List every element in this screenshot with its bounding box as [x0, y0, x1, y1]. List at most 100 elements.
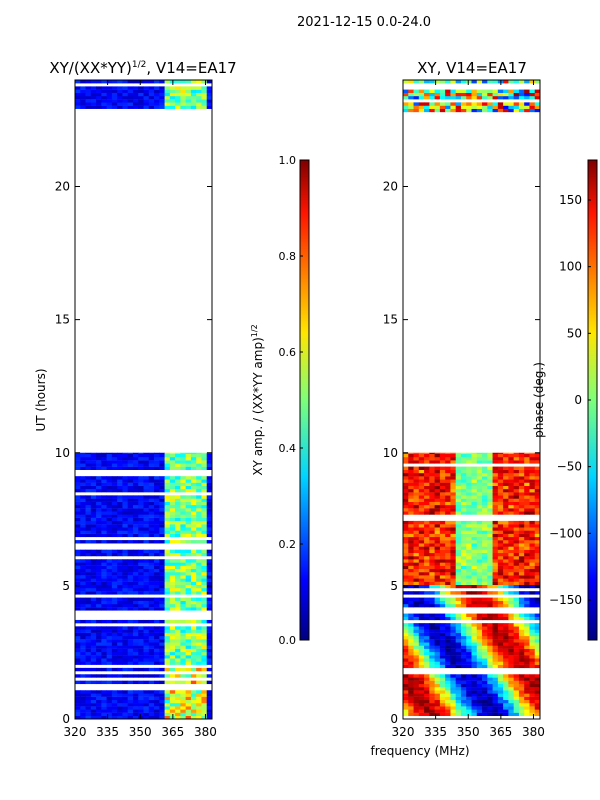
heatmap-cell	[476, 108, 483, 113]
heatmap-cell	[503, 661, 509, 665]
heatmap-cell	[154, 648, 160, 653]
heatmap-cell	[175, 549, 181, 554]
heatmap-cell	[508, 488, 515, 493]
heatmap-cell	[175, 658, 181, 662]
heatmap-cell	[159, 549, 165, 554]
heatmap-cell	[106, 648, 113, 653]
heatmap-cell	[503, 527, 509, 531]
heatmap-cell	[164, 549, 171, 554]
heatmap-cell	[403, 591, 409, 595]
heatmap-cell	[460, 488, 467, 493]
heatmap-cell	[429, 92, 436, 97]
heatmap-cell	[180, 658, 187, 662]
heatmap-cell	[503, 102, 509, 106]
heatmap-cell	[196, 591, 202, 595]
heatmap-cell	[487, 562, 493, 566]
heatmap-cell	[154, 559, 160, 563]
heatmap-cell	[169, 591, 176, 595]
heatmap-cell	[534, 575, 540, 579]
heatmap-cell	[159, 715, 165, 719]
heatmap-cell	[185, 607, 192, 611]
heatmap-cell	[190, 105, 197, 109]
heatmap-cell	[529, 591, 536, 595]
heatmap-cell	[503, 511, 509, 515]
heatmap-cell	[439, 712, 446, 717]
heatmap-cell	[106, 495, 113, 499]
heatmap-cell	[138, 619, 144, 624]
heatmap-cell	[403, 92, 409, 97]
heatmap-cell	[132, 645, 139, 649]
heatmap-cell	[175, 565, 181, 570]
heatmap-cell	[164, 520, 171, 525]
heatmap-cell	[196, 457, 202, 461]
heatmap-cell	[513, 591, 520, 595]
heatmap-cell	[190, 520, 197, 525]
heatmap-cell	[471, 527, 478, 531]
heatmap-cell	[418, 635, 425, 640]
heatmap-cell	[180, 452, 187, 455]
heatmap-cell	[408, 712, 414, 717]
heatmap-cell	[476, 645, 483, 649]
heatmap-cell	[424, 639, 430, 643]
heatmap-cell	[497, 632, 504, 637]
heatmap-cell	[90, 655, 97, 659]
heatmap-cell	[408, 495, 414, 499]
heatmap-cell	[424, 642, 430, 646]
heatmap-cell	[180, 485, 187, 490]
heatmap-cell	[96, 92, 102, 97]
heatmap-cell	[471, 575, 478, 579]
heatmap-cell	[513, 485, 520, 490]
heatmap-cell	[418, 92, 425, 97]
heatmap-cell	[413, 677, 420, 681]
heatmap-cell	[497, 699, 504, 704]
heatmap-cell	[190, 89, 197, 93]
heatmap-cell	[455, 635, 462, 640]
heatmap-cell	[169, 517, 176, 522]
heatmap-cell	[513, 105, 520, 109]
heatmap-cell	[418, 709, 425, 713]
heatmap-cell	[75, 696, 81, 701]
heatmap-cell	[534, 482, 540, 486]
heatmap-cell	[429, 613, 436, 617]
heatmap-cell	[143, 552, 150, 557]
heatmap-cell	[169, 603, 176, 608]
heatmap-cell	[101, 658, 108, 662]
heatmap-cell	[482, 696, 488, 701]
heatmap-cell	[524, 677, 530, 681]
heatmap-cell	[111, 517, 118, 522]
heatmap-cell	[497, 645, 504, 649]
heatmap-cell	[196, 80, 202, 84]
heatmap-cell	[201, 674, 208, 678]
heatmap-cell	[190, 102, 197, 106]
heatmap-cell	[159, 712, 165, 717]
heatmap-cell	[497, 466, 504, 470]
heatmap-cell	[90, 105, 97, 109]
heatmap-cell	[180, 703, 187, 707]
heatmap-cell	[80, 495, 86, 499]
heatmap-cell	[206, 99, 212, 103]
heatmap-cell	[154, 658, 160, 662]
heatmap-cell	[413, 460, 420, 464]
heatmap-cell	[159, 565, 165, 570]
heatmap-cell	[429, 568, 436, 573]
heatmap-cell	[132, 517, 139, 522]
heatmap-cell	[132, 703, 139, 707]
heatmap-cell	[169, 661, 176, 665]
heatmap-cell	[85, 453, 92, 458]
heatmap-cell	[185, 568, 192, 573]
heatmap-cell	[180, 706, 187, 710]
heatmap-cell	[503, 108, 509, 113]
heatmap-cell	[175, 588, 181, 592]
heatmap-cell	[524, 457, 530, 461]
heatmap-cell	[127, 95, 134, 100]
heatmap-cell	[75, 80, 81, 84]
heatmap-cell	[180, 591, 187, 595]
heatmap-cell	[450, 664, 457, 669]
heatmap-cell	[503, 690, 509, 694]
heatmap-cell	[206, 619, 212, 624]
heatmap-cell	[190, 517, 197, 522]
heatmap-cell	[132, 504, 139, 509]
heatmap-cell	[413, 584, 420, 589]
heatmap-cell	[96, 520, 102, 525]
heatmap-cell	[471, 565, 478, 570]
